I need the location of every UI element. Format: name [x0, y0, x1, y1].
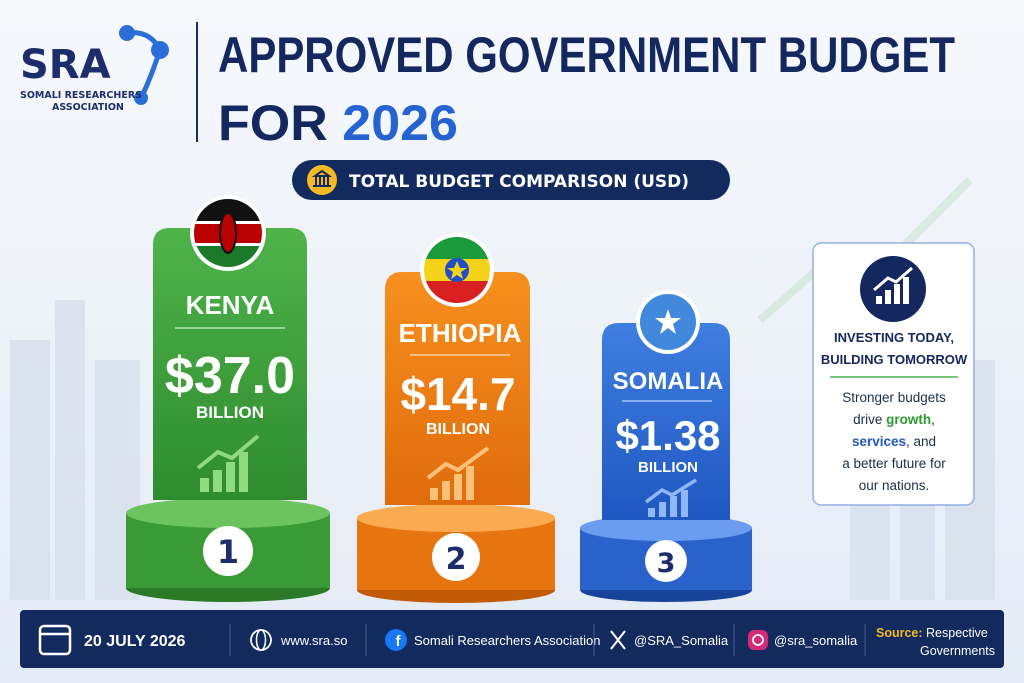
logo-name: ASSOCIATION: [52, 102, 124, 113]
card-icon-arrow: [873, 266, 913, 292]
amount: $14.7: [400, 368, 515, 420]
facebook-icon: f: [396, 633, 402, 650]
country: KENYA: [186, 290, 275, 320]
card-icon: [860, 256, 926, 322]
rank: 1: [217, 533, 239, 571]
growth-arrow: [426, 446, 490, 480]
side-card: INVESTING TODAY, BUILDING TOMORROW Stron…: [812, 242, 975, 506]
podium-base-top: [126, 498, 330, 528]
podium-base-top: [580, 515, 752, 541]
flag-star: [655, 309, 681, 334]
badge-text: TOTAL BUDGET COMPARISON (USD): [349, 172, 689, 192]
calendar-icon: [38, 624, 72, 656]
facebook-icon: [385, 629, 407, 651]
podium-ethiopia: ETHIOPIA $14.7 BILLION 2: [357, 233, 555, 603]
card-line: drive growth,: [853, 412, 935, 427]
card-line: services, and: [852, 434, 936, 449]
unit: BILLION: [196, 403, 264, 422]
footer-source: Source: Respective: [876, 626, 988, 640]
rank: 2: [446, 542, 467, 577]
bank-icon: [311, 169, 333, 187]
title-for: FOR: [218, 95, 328, 151]
growth-icon: [430, 466, 474, 500]
card-icon-bars: [876, 277, 909, 304]
card-line: our nations.: [859, 478, 930, 493]
card-text: ,: [931, 412, 935, 427]
card-line: a better future for: [842, 456, 946, 471]
card-title: INVESTING TODAY,: [834, 330, 954, 345]
card-body: Stronger budgets drive growth, services,…: [842, 390, 946, 493]
rank-circle: [203, 526, 253, 576]
title-line1: APPROVED GOVERNMENT BUDGET: [218, 27, 955, 83]
card-highlight: growth: [886, 412, 931, 427]
logo-link: [126, 30, 163, 100]
unit: BILLION: [638, 459, 698, 476]
title-line2: FOR 2026: [218, 95, 458, 151]
logo-name: SOMALI RESEARCHERS: [20, 90, 142, 101]
logo: SRA SOMALI RESEARCHERS ASSOCIATION: [20, 25, 169, 113]
rank-circle: [645, 540, 687, 582]
rank-circle: [432, 533, 480, 581]
footer-website[interactable]: www.sra.so: [280, 633, 347, 648]
card-line: Stronger budgets: [842, 390, 946, 405]
podium-somalia: SOMALIA $1.38 BILLION 3: [580, 290, 752, 602]
globe-icon: [255, 629, 267, 651]
source-text: Respective: [926, 626, 988, 640]
podium-pillar: [602, 323, 730, 520]
growth-icon: [648, 490, 688, 517]
footer-instagram[interactable]: @sra_somalia: [774, 633, 858, 648]
instagram-icon: [752, 634, 764, 646]
card-text: , and: [906, 434, 936, 449]
source-text: Governments: [920, 644, 995, 658]
amount: $37.0: [165, 347, 295, 405]
card-highlight: services: [852, 434, 906, 449]
card-text: drive: [853, 412, 886, 427]
podium-pillar: [385, 272, 530, 505]
footer: 20 JULY 2026 www.sra.so f Somali Researc…: [20, 610, 1004, 668]
flag: [194, 199, 262, 267]
badge: [292, 160, 730, 200]
instagram-icon: [748, 630, 768, 650]
unit: BILLION: [426, 421, 490, 438]
badge-icon: [307, 165, 337, 195]
growth-icon: [200, 452, 248, 492]
podium-base-top: [357, 504, 555, 532]
country: SOMALIA: [613, 368, 724, 395]
footer-x[interactable]: @SRA_Somalia: [634, 633, 729, 648]
podium-kenya: KENYA $37.0 BILLION 1: [126, 195, 330, 602]
logo-abbr: SRA: [20, 42, 111, 88]
footer-facebook[interactable]: Somali Researchers Association: [414, 633, 600, 648]
card-box: [812, 242, 975, 506]
growth-arrow: [644, 478, 697, 504]
growth-arrow: [196, 434, 260, 470]
title-year: 2026: [342, 95, 458, 151]
flag: [424, 237, 490, 303]
x-icon: [610, 630, 626, 650]
country: ETHIOPIA: [399, 318, 522, 348]
card-title: BUILDING TOMORROW: [821, 352, 968, 367]
rank: 3: [657, 548, 676, 579]
amount: $1.38: [615, 412, 720, 459]
podium-pillar: [153, 228, 307, 500]
footer-bar: [20, 610, 1004, 668]
source-label: Source:: [876, 626, 923, 640]
footer-date: 20 JULY 2026: [84, 633, 186, 650]
